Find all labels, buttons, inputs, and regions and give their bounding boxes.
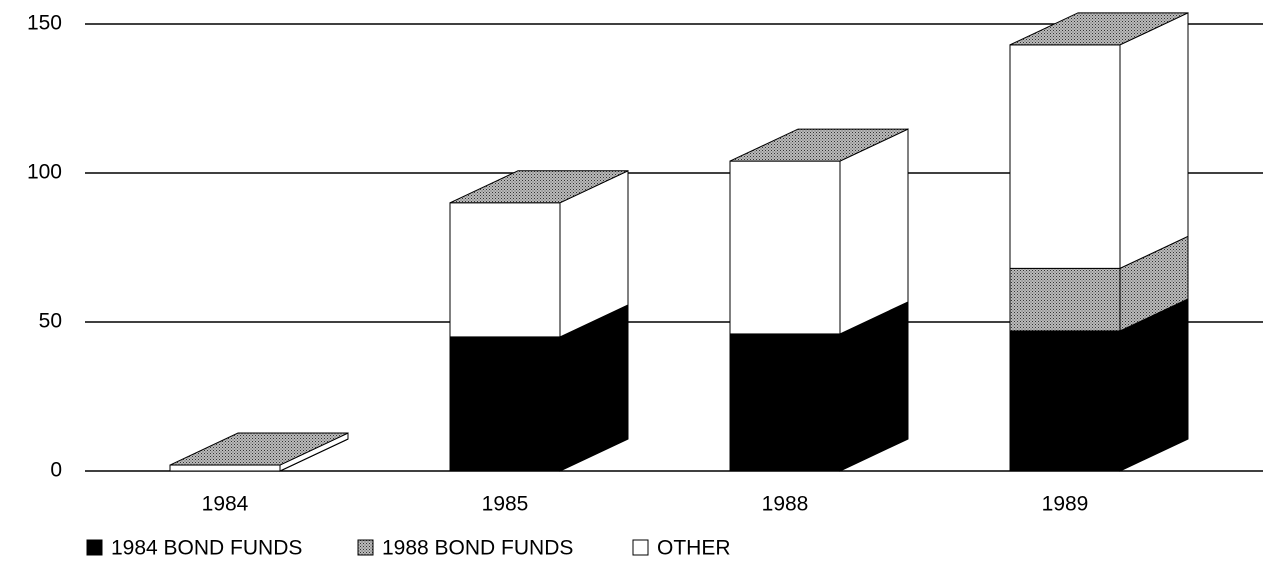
legend-label: OTHER [657, 537, 731, 560]
bar-segment [729, 160, 841, 335]
bar-top [449, 170, 629, 204]
y-tick-label: 100 [27, 161, 62, 184]
legend-label: 1984 BOND FUNDS [111, 537, 302, 560]
bar-segment [449, 336, 561, 472]
legend-swatch [632, 539, 649, 556]
bar-side [839, 128, 909, 335]
bar-segment [1009, 267, 1121, 332]
x-tick-label: 1984 [202, 493, 249, 516]
y-tick-label: 0 [50, 459, 62, 482]
legend-swatch [357, 539, 374, 556]
legend-label: 1988 BOND FUNDS [382, 537, 573, 560]
bar-segment [1009, 44, 1121, 269]
bar-top [1009, 12, 1189, 46]
bar-segment [1009, 330, 1121, 472]
y-tick-label: 50 [39, 310, 62, 333]
x-tick-label: 1989 [1042, 493, 1089, 516]
y-tick-label: 150 [27, 12, 62, 35]
x-tick-label: 1985 [482, 493, 529, 516]
legend-swatch [86, 539, 103, 556]
bar-top [169, 432, 349, 466]
bar-top [729, 128, 909, 162]
bar-segment [169, 464, 281, 472]
bar-side [1119, 12, 1189, 270]
bar-segment [449, 202, 561, 338]
x-tick-label: 1988 [762, 493, 809, 516]
legend: 1984 BOND FUNDS 1988 BOND FUNDS OTHER [86, 537, 731, 560]
bar-segment [729, 333, 841, 472]
